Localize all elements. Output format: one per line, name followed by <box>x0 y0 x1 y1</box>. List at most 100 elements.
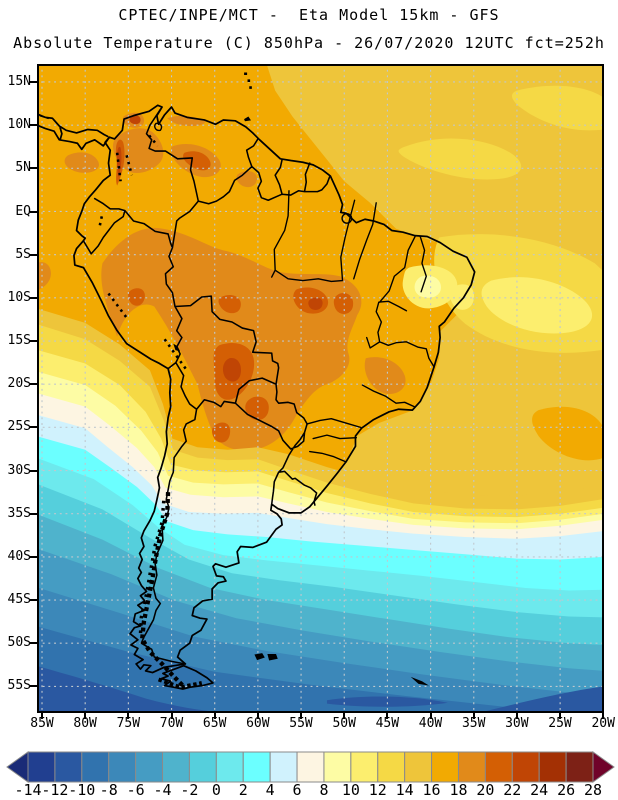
colorbar-value: 16 <box>422 781 441 799</box>
colorbar-value: 28 <box>583 781 603 799</box>
colorbar-left-arrow <box>6 751 29 783</box>
terrain-marks <box>98 134 203 690</box>
colorbar-cell <box>108 751 137 783</box>
lat-tick <box>30 512 37 515</box>
falkland-islands <box>254 653 278 661</box>
colorbar-cell <box>565 751 594 783</box>
lat-label: 40S <box>7 548 31 564</box>
colorbar-right-arrow <box>592 751 615 783</box>
colorbar-value: -4 <box>153 781 172 799</box>
colorbar-value: -14 <box>14 781 42 799</box>
lon-label: 20W <box>591 716 615 731</box>
colorbar-value: 24 <box>530 781 549 799</box>
lon-tick <box>256 713 259 719</box>
lon-label: 30W <box>505 716 529 731</box>
colorbar-cell <box>135 751 164 783</box>
lon-label: 45W <box>375 716 400 731</box>
colorbar-value: -10 <box>68 781 96 799</box>
lat-label: 10N <box>7 117 31 133</box>
lon-tick <box>170 713 173 719</box>
colorbar-cell <box>215 751 244 783</box>
colorbar-value: -2 <box>180 781 199 799</box>
coastline-path <box>73 104 476 674</box>
lat-label: 5N <box>15 160 31 176</box>
lon-tick <box>429 713 432 719</box>
lon-label: 85W <box>30 716 54 731</box>
country-borders <box>82 108 331 665</box>
lon-label: 70W <box>159 716 184 731</box>
colorbar-value: 0 <box>211 781 221 799</box>
colorbar-cell <box>296 751 325 783</box>
lat-tick <box>30 296 37 299</box>
colorbar-cell <box>323 751 352 783</box>
lat-label: 35S <box>7 505 31 521</box>
colorbar-value: 2 <box>238 781 248 799</box>
colorbar-value: 10 <box>341 781 360 799</box>
lat-label: EQ <box>15 203 31 219</box>
colorbar-cell <box>81 751 110 783</box>
trinidad-island <box>244 116 251 122</box>
colorbar-cell <box>54 751 83 783</box>
colorbar-cell <box>350 751 379 783</box>
lat-tick <box>30 426 37 429</box>
lon-tick <box>300 713 303 719</box>
lat-tick <box>30 167 37 170</box>
lake-titicaca <box>173 343 181 352</box>
colorbar <box>6 751 615 783</box>
lat-tick <box>30 685 37 688</box>
tierra-del-fuego <box>160 664 214 690</box>
marajo-island <box>341 212 353 224</box>
colorbar-value: -6 <box>126 781 145 799</box>
lat-tick <box>30 555 37 558</box>
lat-label: 15N <box>7 74 31 89</box>
lat-tick <box>30 81 37 83</box>
lat-tick <box>30 469 37 472</box>
lat-tick <box>30 124 37 127</box>
lat-label: 25S <box>7 419 31 435</box>
colorbar-cell <box>188 751 217 783</box>
lon-tick <box>41 713 43 719</box>
brazil-state-borders <box>271 190 435 463</box>
lake-maracaibo <box>154 122 163 132</box>
colorbar-cell <box>484 751 513 783</box>
colorbar-value: -8 <box>99 781 118 799</box>
colorbar-value: 6 <box>292 781 302 799</box>
lat-label: 45S <box>7 592 31 608</box>
colorbar-cell <box>538 751 567 783</box>
colorbar-value: -12 <box>41 781 69 799</box>
temperature-map <box>37 64 604 713</box>
lon-tick <box>559 713 562 719</box>
colorbar-cell <box>27 751 56 783</box>
lat-label: 10S <box>7 289 31 305</box>
colorbar-cell <box>457 751 486 783</box>
colorbar-value: 12 <box>368 781 387 799</box>
lat-tick <box>30 210 37 213</box>
lat-tick <box>30 340 37 343</box>
lat-tick <box>30 253 37 256</box>
lat-label: 5S <box>15 246 31 262</box>
colorbar-value: 26 <box>557 781 576 799</box>
lon-tick <box>127 713 130 719</box>
lon-label: 50W <box>332 716 356 731</box>
lon-tick <box>84 713 87 719</box>
lon-tick <box>386 713 389 719</box>
page-subtitle: Absolute Temperature (C) 850hPa - 26/07/… <box>13 34 605 52</box>
lat-label: 15S <box>7 333 31 349</box>
colorbar-cell <box>404 751 433 783</box>
lon-label: 60W <box>246 716 270 731</box>
temperature-field <box>37 64 604 713</box>
coastline-and-borders <box>37 72 476 690</box>
lon-label: 65W <box>202 716 227 731</box>
lesser-antilles-dots <box>244 72 252 89</box>
lat-tick <box>30 642 37 645</box>
page-title: CPTEC/INPE/MCT - Eta Model 15km - GFS <box>118 6 500 24</box>
lon-label: 35W <box>461 716 486 731</box>
lat-label: 30S <box>7 462 31 478</box>
central-america-coast <box>37 113 111 151</box>
colorbar-cell <box>162 751 190 783</box>
colorbar-cell <box>242 751 271 783</box>
lon-tick <box>602 713 605 719</box>
colorbar-value: 20 <box>476 781 495 799</box>
lat-label: 20S <box>7 376 31 392</box>
